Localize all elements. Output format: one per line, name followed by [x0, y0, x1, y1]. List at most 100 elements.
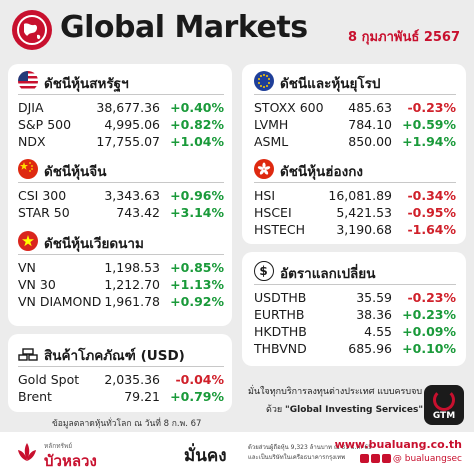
section-hongkong: ดัชนีหุ้นฮ่องกง HSI 16,081.89 -0.34% HSC… — [254, 158, 456, 240]
ticker-change: +0.40% — [170, 100, 224, 115]
ticker-change: +1.13% — [170, 277, 224, 292]
fx-card: $ อัตราแลกเปลี่ยน USDTHB 35.59 -0.23% EU… — [242, 252, 466, 366]
left-markets-card: ดัชนีหุ้นสหรัฐฯ DJIA 38,677.36 +0.40% S&… — [8, 64, 232, 326]
table-row: VN 1,198.53 +0.85% — [18, 260, 224, 276]
ticker-name: NDX — [18, 134, 46, 149]
youtube-icon — [370, 454, 380, 463]
ticker-value: 5,421.53 — [336, 205, 392, 220]
lotus-logo-icon — [14, 440, 40, 466]
ticker-name: HSI — [254, 188, 276, 203]
ticker-change: +3.14% — [170, 205, 224, 220]
ticker-name: STAR 50 — [18, 205, 70, 220]
divider — [254, 284, 456, 285]
ticker-value: 38,677.36 — [96, 100, 160, 115]
social-handle[interactable]: @ bualuangsec — [359, 454, 462, 464]
data-note: ข้อมูลตลาดหุ้นทั่วโลก ณ วันที่ 8 ก.พ. 67 — [52, 419, 202, 429]
ticker-value: 1,212.70 — [104, 277, 160, 292]
fine-print: และเป็นบริษัทในเครือธนาคารกรุงเทพ — [248, 454, 346, 461]
ticker-change: -0.04% — [175, 372, 224, 387]
table-row: VN 30 1,212.70 +1.13% — [18, 277, 224, 293]
ticker-value: 743.42 — [116, 205, 160, 220]
ticker-name: ASML — [254, 134, 289, 149]
globe-icon — [12, 10, 52, 50]
table-row: HSTECH 3,190.68 -1.64% — [254, 222, 456, 238]
gtm-logo-icon — [433, 389, 455, 411]
ticker-value: 784.10 — [348, 117, 392, 132]
divider — [254, 94, 456, 95]
gtm-badge[interactable]: GTM — [424, 385, 464, 425]
section-title: ดัชนีและหุ้นยุโรป — [280, 76, 381, 92]
gold-bars-icon — [18, 343, 38, 363]
table-row: HSI 16,081.89 -0.34% — [254, 188, 456, 204]
ticker-change: +0.82% — [170, 117, 224, 132]
ticker-change: -0.23% — [407, 290, 456, 305]
table-row: HSCEI 5,421.53 -0.95% — [254, 205, 456, 221]
table-row: DJIA 38,677.36 +0.40% — [18, 100, 224, 116]
ticker-change: +0.09% — [402, 324, 456, 339]
table-row: EURTHB 38.36 +0.23% — [254, 307, 456, 323]
ticker-name: HSCEI — [254, 205, 292, 220]
logo-text: บัวหลวง — [44, 452, 97, 470]
facebook-icon — [359, 454, 369, 463]
ticker-value: 2,035.36 — [104, 372, 160, 387]
tagline: มั่นคง — [184, 446, 227, 466]
ticker-value: 79.21 — [124, 389, 160, 404]
report-date: 8 กุมภาพันธ์ 2567 — [348, 30, 460, 45]
ticker-name: EURTHB — [254, 307, 305, 322]
website-link[interactable]: www.bualuang.co.th — [334, 438, 462, 451]
promo-line: มั่นใจทุกบริการลงทุนต่างประเทศ แบบครบจบ — [248, 387, 423, 397]
ticker-change: +0.79% — [170, 389, 224, 404]
gtm-label: GTM — [432, 411, 456, 421]
ticker-name: DJIA — [18, 100, 44, 115]
footer: หลักทรัพย์ บัวหลวง มั่นคง ด้วยส่วนผู้ถือ… — [0, 432, 474, 474]
social-handle-text: @ bualuangsec — [392, 454, 462, 464]
ticker-value: 4,995.06 — [104, 117, 160, 132]
ticker-change: +0.92% — [170, 294, 224, 309]
ticker-value: 1,198.53 — [104, 260, 160, 275]
dollar-sign-icon: $ — [254, 261, 274, 281]
table-row: VN DIAMOND 1,961.78 +0.92% — [18, 294, 224, 310]
ticker-name: VN — [18, 260, 36, 275]
section-commodity: สินค้าโภคภัณฑ์ (USD) Gold Spot 2,035.36 … — [18, 342, 224, 408]
table-row: HKDTHB 4.55 +0.09% — [254, 324, 456, 340]
ticker-value: 685.96 — [348, 341, 392, 356]
eu-flag-icon — [254, 71, 274, 91]
header: Global Markets 8 กุมภาพันธ์ 2567 — [0, 0, 474, 62]
ticker-change: +0.10% — [402, 341, 456, 356]
commodity-card: สินค้าโภคภัณฑ์ (USD) Gold Spot 2,035.36 … — [8, 334, 232, 412]
ticker-name: S&P 500 — [18, 117, 72, 132]
section-title: ดัชนีหุ้นสหรัฐฯ — [44, 76, 129, 92]
ticker-value: 3,343.63 — [104, 188, 160, 203]
ticker-change: -0.34% — [407, 188, 456, 203]
ticker-name: Gold Spot — [18, 372, 80, 387]
ticker-change: +0.59% — [402, 117, 456, 132]
divider — [18, 366, 224, 367]
ticker-name: USDTHB — [254, 290, 307, 305]
ticker-value: 16,081.89 — [328, 188, 392, 203]
promo-highlight: "Global Investing Services" — [285, 405, 424, 415]
divider — [18, 182, 224, 183]
ticker-name: VN DIAMOND — [18, 294, 102, 309]
ticker-name: HSTECH — [254, 222, 305, 237]
ticker-change: +0.96% — [170, 188, 224, 203]
hongkong-flag-icon — [254, 159, 274, 179]
divider — [254, 182, 456, 183]
ticker-name: STOXX 600 — [254, 100, 324, 115]
ticker-change: -1.64% — [407, 222, 456, 237]
us-flag-icon — [18, 71, 38, 91]
table-row: NDX 17,755.07 +1.04% — [18, 134, 224, 150]
ticker-name: THBVND — [254, 341, 307, 356]
ticker-change: -0.23% — [407, 100, 456, 115]
line-icon — [381, 454, 391, 463]
promo-prefix: ด้วย — [266, 405, 283, 415]
promo-line-2: ด้วย "Global Investing Services" — [266, 402, 423, 416]
ticker-value: 3,190.68 — [336, 222, 392, 237]
table-row: ASML 850.00 +1.94% — [254, 134, 456, 150]
ticker-value: 850.00 — [348, 134, 392, 149]
section-title: ดัชนีหุ้นเวียดนาม — [44, 236, 144, 252]
ticker-name: CSI 300 — [18, 188, 67, 203]
ticker-change: +1.94% — [402, 134, 456, 149]
section-title: ดัชนีหุ้นฮ่องกง — [280, 164, 363, 180]
svg-text:$: $ — [259, 264, 267, 278]
section-title: อัตราแลกเปลี่ยน — [280, 266, 376, 282]
